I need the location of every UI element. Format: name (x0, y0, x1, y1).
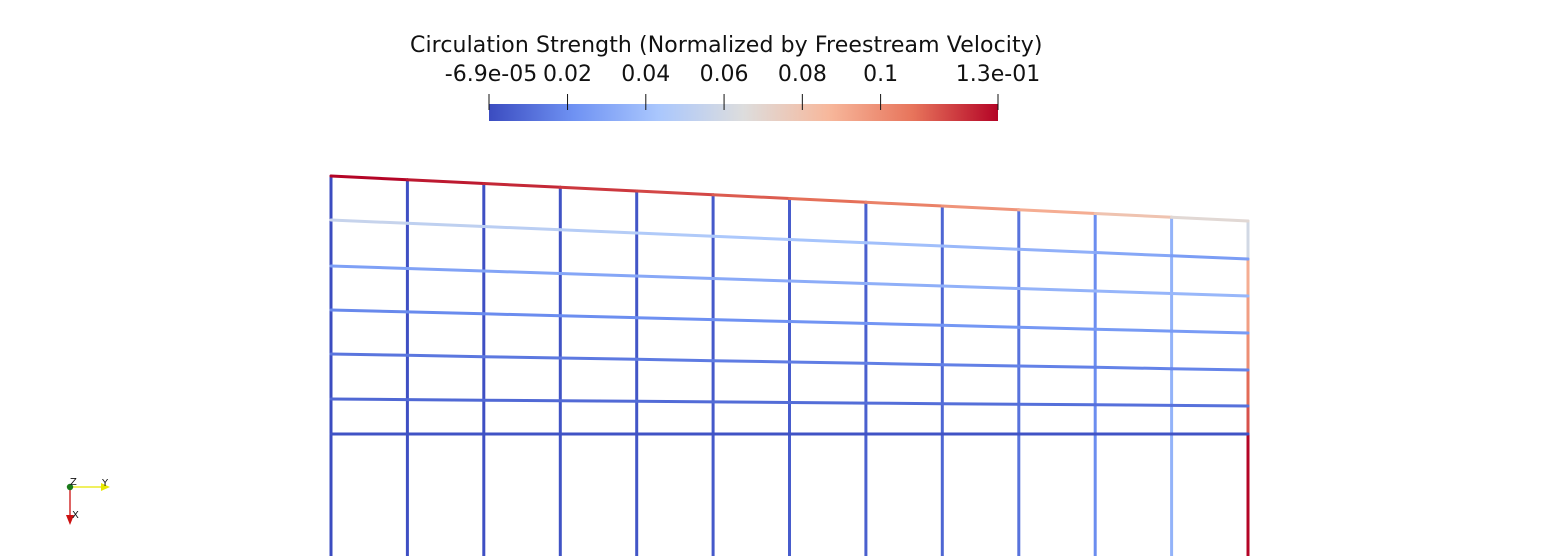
spanwise-bound-segment (940, 284, 1021, 290)
colorbar-tick-label: 0.06 (699, 62, 749, 87)
leading-edge-segment (635, 189, 715, 197)
spanwise-bound-segment (329, 308, 409, 314)
orientation-axis-x-label: X (72, 510, 79, 521)
spanwise-bound-segment (405, 267, 486, 273)
spanwise-bound-segment (558, 314, 639, 320)
leading-edge-segment (1170, 215, 1250, 223)
spanwise-bound-segment (482, 269, 562, 275)
spanwise-bound-segment (635, 274, 715, 280)
spanwise-bound-segment (1017, 402, 1097, 407)
spanwise-bound-segment (711, 234, 791, 241)
spanwise-bound-segment (405, 221, 486, 228)
leading-edge-segment (482, 182, 562, 189)
spanwise-bound-segment (558, 399, 639, 403)
spanwise-bound-segment (482, 225, 562, 232)
spanwise-bound-segment (940, 363, 1021, 368)
spanwise-bound-segment (329, 352, 409, 357)
colorbar-tick-label: -6.9e-05 (444, 62, 538, 87)
spanwise-bound-segment (788, 238, 868, 245)
spanwise-bound-segment (788, 279, 868, 285)
spanwise-bound-segment (1017, 325, 1097, 331)
spanwise-bound-segment (1170, 329, 1250, 335)
spanwise-bound-segment (711, 277, 791, 283)
spanwise-bound-segment (482, 398, 562, 403)
leading-edge-segment (788, 197, 868, 204)
spanwise-bound-segment (711, 359, 791, 364)
orientation-axis-y-arrow (101, 483, 110, 491)
spanwise-bound-segment (635, 316, 715, 322)
spanwise-bound-segment (1093, 403, 1174, 407)
spanwise-bound-segment (329, 218, 409, 225)
colorbar-tick-label: 0.1 (863, 62, 899, 87)
spanwise-bound-segment (788, 360, 868, 365)
spanwise-bound-segment (558, 228, 639, 235)
leading-edge-segment (1093, 212, 1174, 219)
leading-edge-segment (329, 174, 409, 182)
colorbar (488, 94, 999, 121)
spanwise-bound-segment (635, 231, 715, 238)
spanwise-bound-segment (329, 264, 409, 270)
spanwise-bound-segment (864, 361, 944, 367)
leading-edge-segment (940, 204, 1021, 212)
spanwise-bound-segment (558, 356, 639, 361)
spanwise-bound-segment (1017, 247, 1097, 254)
spanwise-bound-segment (1170, 292, 1250, 298)
spanwise-bound-segment (1170, 254, 1250, 261)
spanwise-bound-segment (1093, 289, 1174, 295)
spanwise-bound-segment (405, 398, 486, 402)
spanwise-bound-segment (635, 357, 715, 363)
spanwise-bound-segment (1093, 365, 1174, 371)
spanwise-bound-segment (711, 400, 791, 404)
spanwise-bound-segment (788, 401, 868, 405)
spanwise-bound-segment (1170, 367, 1250, 372)
leading-edge-segment (1017, 208, 1097, 215)
leading-edge-segment (405, 178, 486, 185)
leading-edge-segment (711, 193, 791, 200)
spanwise-bound-segment (940, 402, 1021, 406)
colorbar-tick-label: 1.3e-01 (955, 62, 1041, 87)
colorbar-title: Circulation Strength (Normalized by Free… (410, 33, 1043, 58)
orientation-axis-x-arrow (66, 515, 74, 525)
colorbar-tick-label: 0.02 (543, 62, 593, 87)
spanwise-bound-segment (864, 282, 944, 288)
spanwise-bound-segment (864, 401, 944, 406)
colorbar-tick-label: 0.04 (621, 62, 671, 87)
spanwise-bound-segment (558, 272, 639, 278)
spanwise-bound-segment (940, 323, 1021, 329)
leading-edge-segment (558, 185, 639, 193)
spanwise-bound-segment (329, 397, 409, 402)
colorbar-tick-label: 0.08 (777, 62, 827, 87)
orientation-axis-z-dot (66, 483, 74, 491)
spanwise-bound-segment (940, 244, 1021, 251)
orientation-axis-y-label: Y (101, 478, 109, 489)
orientation-axes: Z Y X (66, 477, 110, 525)
vortex-lattice-mesh (329, 174, 1250, 556)
spanwise-bound-segment (1017, 287, 1097, 293)
colorbar-ticks (488, 94, 999, 110)
spanwise-bound-segment (864, 241, 944, 248)
spanwise-bound-segment (1017, 364, 1097, 369)
spanwise-bound-segment (1170, 403, 1250, 408)
leading-edge-segment (864, 200, 944, 208)
spanwise-bound-segment (405, 353, 486, 359)
colorbar-bar (489, 104, 998, 121)
spanwise-bound-segment (482, 312, 562, 318)
spanwise-bound-segment (1093, 327, 1174, 333)
spanwise-bound-segment (405, 310, 486, 316)
spanwise-bound-segment (482, 355, 562, 360)
spanwise-bound-segment (711, 318, 791, 323)
spanwise-bound-segment (864, 321, 944, 327)
orientation-axis-z-label: Z (70, 477, 77, 488)
spanwise-bound-segment (788, 320, 868, 325)
spanwise-bound-segment (1093, 251, 1174, 258)
spanwise-bound-segment (635, 399, 715, 404)
